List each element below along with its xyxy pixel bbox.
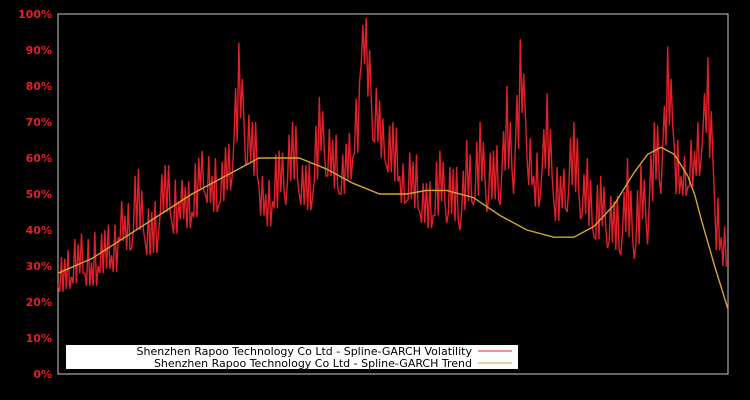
y-tick-label: 40% [26,224,52,237]
y-tick-label: 10% [26,332,52,345]
y-tick-label: 0% [33,368,52,381]
y-tick-label: 50% [26,188,52,201]
legend-label-trend: Shenzhen Rapoo Technology Co Ltd - Splin… [154,357,472,370]
y-tick-label: 100% [18,8,52,21]
volatility-series [57,17,728,293]
y-tick-label: 90% [26,44,52,57]
y-tick-label: 60% [26,152,52,165]
y-tick-label: 70% [26,116,52,129]
legend-label-volatility: Shenzhen Rapoo Technology Co Ltd - Splin… [137,345,473,358]
y-tick-label: 20% [26,296,52,309]
y-tick-label: 80% [26,80,52,93]
y-tick-label: 30% [26,260,52,273]
trend-series [57,146,729,310]
legend: Shenzhen Rapoo Technology Co Ltd - Splin… [66,345,518,370]
legend-box [66,345,518,369]
y-axis: 0% 10% 20% 30% 40% 50% 60% 70% 80% 90% 100% [18,8,52,381]
